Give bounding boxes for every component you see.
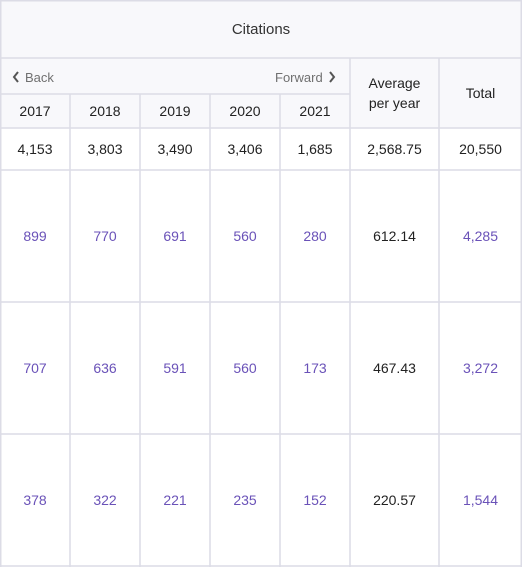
totals-average: 2,568.75 <box>367 141 422 157</box>
chevron-right-icon <box>328 71 336 83</box>
citation-count-link[interactable]: 636 <box>93 360 117 376</box>
total-link[interactable]: 1,544 <box>462 492 499 508</box>
back-label: Back <box>25 69 54 85</box>
totals-total: 20,550 <box>459 141 502 157</box>
citation-count-link[interactable]: 322 <box>93 492 117 508</box>
chevron-left-icon <box>12 71 20 83</box>
col-header-year[interactable]: 2019 <box>159 103 191 119</box>
totals-cell: 3,406 <box>227 141 263 157</box>
forward-label: Forward <box>275 69 323 85</box>
total-link[interactable]: 4,285 <box>462 228 499 244</box>
citation-count-link[interactable]: 152 <box>303 492 327 508</box>
citation-count-link[interactable]: 378 <box>23 492 47 508</box>
citation-count-link[interactable]: 899 <box>23 228 47 244</box>
col-header-year[interactable]: 2020 <box>229 103 261 119</box>
citation-count-link[interactable]: 560 <box>233 228 257 244</box>
citation-count-link[interactable]: 235 <box>233 492 257 508</box>
total-link[interactable]: 3,272 <box>462 360 499 376</box>
totals-cell: 1,685 <box>297 141 333 157</box>
average-line1: Average <box>368 75 421 91</box>
table-header <box>0 0 522 128</box>
average-line2: per year <box>368 95 421 111</box>
col-header-year[interactable]: 2018 <box>89 103 121 119</box>
totals-cell: 4,153 <box>17 141 53 157</box>
forward-button[interactable]: Forward <box>275 60 336 94</box>
average-value: 612.14 <box>373 228 416 244</box>
citation-count-link[interactable]: 280 <box>303 228 327 244</box>
citation-count-link[interactable]: 221 <box>163 492 187 508</box>
citation-count-link[interactable]: 173 <box>303 360 327 376</box>
citation-count-link[interactable]: 770 <box>93 228 117 244</box>
col-header-year[interactable]: 2017 <box>19 103 51 119</box>
citation-count-link[interactable]: 560 <box>233 360 257 376</box>
totals-cell: 3,490 <box>157 141 193 157</box>
average-value: 220.57 <box>373 492 416 508</box>
col-header-total[interactable]: Total <box>465 85 496 101</box>
citation-count-link[interactable]: 591 <box>163 360 187 376</box>
totals-cell: 3,803 <box>87 141 123 157</box>
citation-count-link[interactable]: 707 <box>23 360 47 376</box>
average-value: 467.43 <box>373 360 416 376</box>
col-header-year[interactable]: 2021 <box>299 103 331 119</box>
col-header-average[interactable]: Average per year <box>350 58 439 128</box>
table-title: Citations <box>231 20 291 38</box>
citation-count-link[interactable]: 691 <box>163 228 187 244</box>
back-button[interactable]: Back <box>12 60 54 94</box>
